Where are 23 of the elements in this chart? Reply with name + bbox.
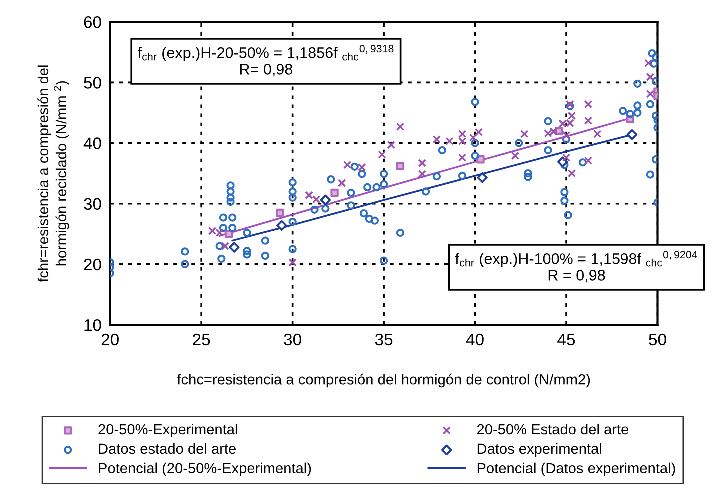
x-tick-label: 35 <box>375 334 393 346</box>
legend-label: Potencial (Datos experimental) <box>478 462 676 476</box>
legend-label: Datos experimental <box>478 443 602 457</box>
x-axis-title: fchc=resistencia a compresión del hormigón de control (N/mm2) <box>177 374 590 388</box>
y-axis-title: fchr=resistencia a compresión del hormigón reciclado (N/mm $^{2}$) <box>38 66 70 282</box>
legend-label: 20-50% Estado del arte <box>477 424 629 435</box>
legend-label: Potencial (20-50%-Experimental) <box>99 462 312 476</box>
legend-label: Datos estado del arte <box>99 443 236 454</box>
y-tick-label: 10 <box>84 319 102 332</box>
y-tick-label: 30 <box>84 198 102 210</box>
text: f$_{chr}$ (exp.)H-100% = 1,1598f $_{chc}$$^{0,9204}$ R = 0,98 <box>455 251 698 283</box>
x-tick-label: 40 <box>466 334 484 346</box>
x-tick-label: 30 <box>284 334 302 346</box>
x-tick-label: 45 <box>558 334 576 346</box>
y-tick-label: 60 <box>84 16 102 28</box>
y-tick-label: 20 <box>84 258 102 271</box>
y-tick-label: 50 <box>84 77 102 89</box>
x-tick-label: 50 <box>649 334 666 346</box>
text: f$_{chr}$ (exp.)H-20-50% = 1,1856f $_{chc}$$^{0,9318}$ R= 0,98 <box>138 45 394 77</box>
x-tick-label: 20 <box>102 334 119 346</box>
x-tick-label: 25 <box>193 334 210 346</box>
y-tick-label: 40 <box>84 138 102 150</box>
legend-label: 20-50%-Experimental <box>98 424 238 438</box>
